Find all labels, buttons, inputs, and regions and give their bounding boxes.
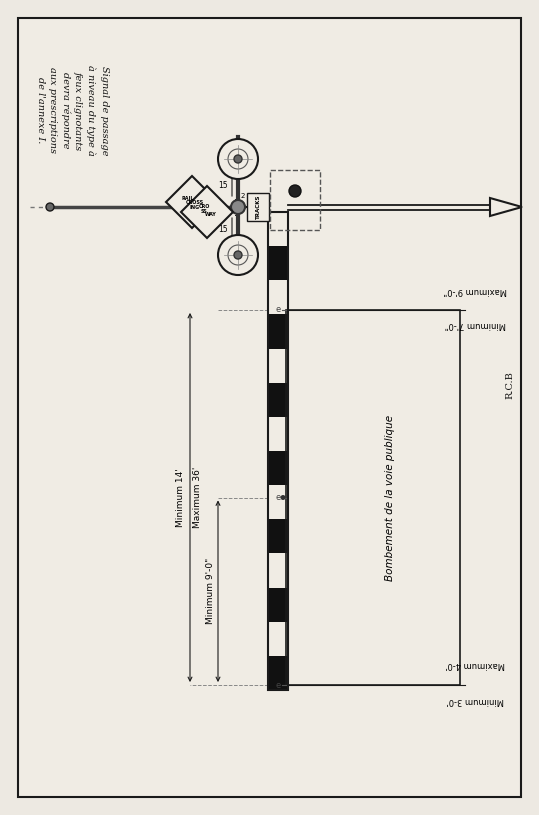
Text: 2: 2: [240, 193, 245, 199]
Text: Maximum 36': Maximum 36': [193, 467, 202, 528]
Bar: [270, 170, 320, 230]
Bar: [268, 314, 288, 349]
Bar: [268, 588, 288, 622]
Text: Maximum 9'-0": Maximum 9'-0": [443, 285, 507, 294]
Circle shape: [231, 200, 245, 214]
Polygon shape: [181, 186, 233, 238]
Bar: [268, 655, 288, 690]
Text: Minimum 3-0': Minimum 3-0': [446, 695, 504, 704]
Text: 15: 15: [218, 180, 228, 190]
Text: WAY: WAY: [205, 213, 217, 218]
Bar: [268, 382, 288, 416]
Circle shape: [46, 203, 54, 211]
Bar: [268, 212, 288, 246]
Bar: [268, 416, 288, 451]
Text: e: e: [275, 493, 281, 502]
Text: Maximum 4-0': Maximum 4-0': [445, 660, 505, 669]
Text: CRO
SS: CRO SS: [198, 204, 210, 214]
Bar: [268, 212, 288, 690]
Bar: [268, 485, 288, 519]
Text: Minimum 7'-0": Minimum 7'-0": [444, 320, 506, 329]
Bar: [268, 348, 288, 383]
Bar: [268, 553, 288, 588]
Text: Signal de passage
à niveau du type à
feux clignotants
devra répondre
aux prescri: Signal de passage à niveau du type à feu…: [36, 65, 108, 156]
Text: e: e: [275, 306, 281, 315]
Text: 15: 15: [218, 224, 228, 234]
Bar: [268, 280, 288, 315]
Bar: [268, 621, 288, 656]
Bar: [286, 310, 460, 685]
Circle shape: [234, 251, 242, 259]
Circle shape: [289, 185, 301, 197]
Bar: [268, 519, 288, 553]
Text: CROSS
ING: CROSS ING: [186, 200, 204, 210]
Text: Minimum 9'-0": Minimum 9'-0": [206, 558, 215, 624]
Bar: [268, 451, 288, 485]
Text: R.C.B: R.C.B: [506, 371, 515, 399]
Text: Bombement de la voie publique: Bombement de la voie publique: [385, 415, 396, 580]
Circle shape: [280, 495, 286, 500]
Circle shape: [234, 155, 242, 163]
Bar: [268, 246, 288, 280]
Text: 10: 10: [247, 152, 256, 161]
Text: e: e: [275, 681, 281, 689]
Text: Minimum 14': Minimum 14': [176, 468, 185, 526]
Text: TRACKS: TRACKS: [255, 195, 260, 219]
Text: RAIL: RAIL: [182, 196, 194, 201]
Bar: [288, 205, 490, 209]
Circle shape: [218, 139, 258, 179]
Circle shape: [218, 235, 258, 275]
Bar: [247, 193, 269, 221]
Polygon shape: [166, 176, 218, 228]
Polygon shape: [490, 198, 522, 216]
